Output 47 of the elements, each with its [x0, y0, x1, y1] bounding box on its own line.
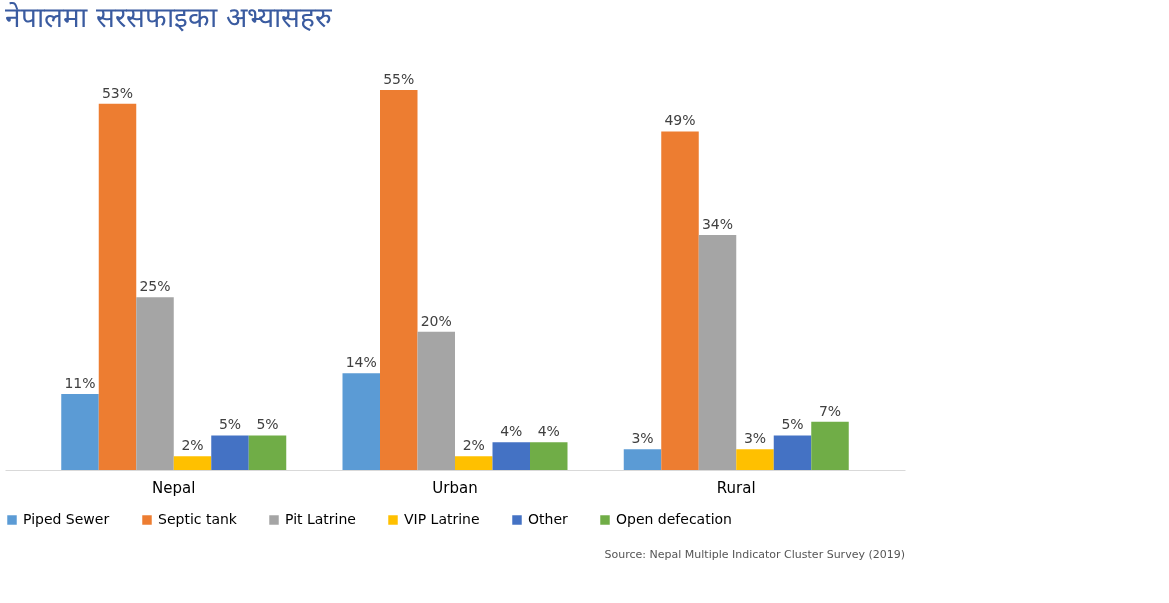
- bar: [623, 449, 662, 470]
- data-label: 4%: [537, 423, 560, 440]
- legend-label: VIP Latrine: [404, 511, 480, 527]
- data-label: 55%: [383, 71, 415, 87]
- data-label: 2%: [181, 437, 204, 454]
- source-note: Source: Nepal Multiple Indicator Cluster Survey (2019): [604, 548, 905, 561]
- data-label: 34%: [701, 216, 734, 233]
- x-tick-label: Urban: [432, 478, 478, 497]
- data-label: 49%: [664, 112, 696, 129]
- data-label: 20%: [420, 312, 452, 329]
- bar: [736, 449, 774, 470]
- legend-label: Other: [528, 511, 568, 527]
- data-label: 14%: [345, 354, 377, 371]
- bar: [698, 235, 737, 470]
- bar: [661, 131, 699, 470]
- data-label: 53%: [101, 84, 134, 101]
- data-label: 5%: [256, 416, 279, 433]
- x-tick-label: Nepal: [152, 478, 196, 497]
- data-label: 7%: [818, 402, 842, 419]
- legend-label: Septic tank: [158, 511, 238, 527]
- bar: [811, 421, 849, 470]
- chart-title: नेपालमा सरसफाइका अभ्यासहरु: [5, 1, 333, 34]
- data-label: 25%: [139, 278, 171, 295]
- data-label: 3%: [743, 430, 767, 447]
- bar: [248, 435, 287, 470]
- data-label: 11%: [64, 375, 96, 391]
- legend-label: Pit Latrine: [285, 511, 356, 527]
- bar: [136, 297, 174, 470]
- bar: [211, 435, 249, 470]
- bar: [773, 435, 812, 470]
- data-label: 2%: [462, 437, 485, 454]
- data-label: 3%: [631, 430, 654, 447]
- data-label: 5%: [218, 416, 242, 433]
- bar: [98, 103, 137, 470]
- x-tick-label: Rural: [716, 478, 756, 497]
- data-label: 5%: [781, 416, 804, 433]
- bar: [530, 442, 568, 470]
- legend-label: Piped Sewer: [23, 511, 110, 527]
- data-label: 4%: [500, 423, 523, 440]
- bar: [455, 456, 493, 470]
- bar: [380, 90, 418, 470]
- bar: [342, 373, 380, 470]
- legend-label: Open defecation: [616, 511, 732, 527]
- bar: [61, 394, 99, 470]
- bar: [173, 456, 212, 470]
- bar: [417, 331, 455, 470]
- bar: [492, 442, 530, 470]
